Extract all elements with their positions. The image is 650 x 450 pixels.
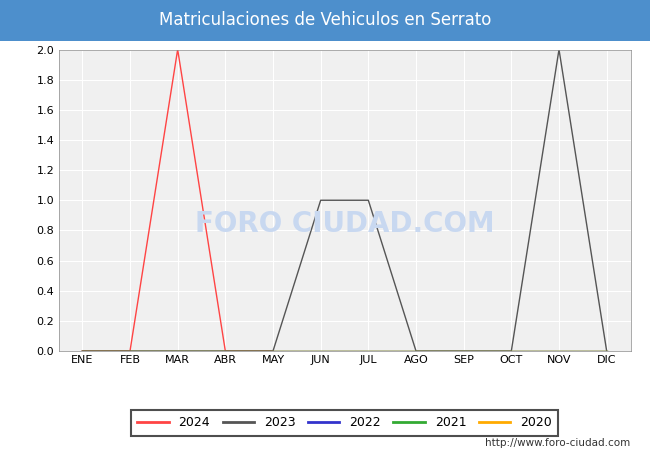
Text: Matriculaciones de Vehiculos en Serrato: Matriculaciones de Vehiculos en Serrato bbox=[159, 11, 491, 29]
Text: http://www.foro-ciudad.com: http://www.foro-ciudad.com bbox=[486, 438, 630, 448]
Legend: 2024, 2023, 2022, 2021, 2020: 2024, 2023, 2022, 2021, 2020 bbox=[131, 410, 558, 436]
Text: FORO CIUDAD.COM: FORO CIUDAD.COM bbox=[195, 210, 494, 238]
